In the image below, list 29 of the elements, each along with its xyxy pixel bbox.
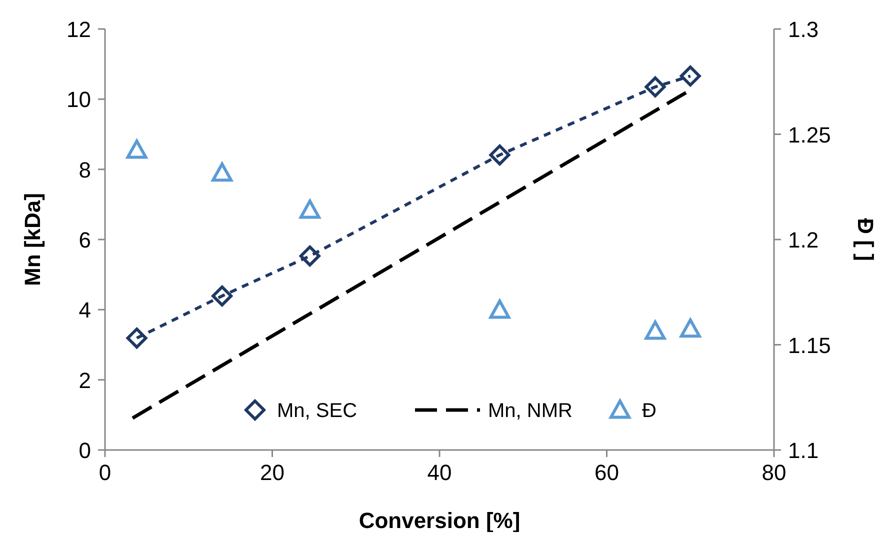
y-tick-label: 0 [78, 438, 91, 463]
point [489, 300, 510, 319]
x-tick-label: 60 [594, 460, 619, 485]
legend-label: Mn, NMR [488, 400, 572, 422]
legend-label: Mn, SEC [277, 400, 358, 422]
legend-label: Đ [642, 400, 656, 422]
point [680, 66, 701, 87]
x-tick-label: 0 [98, 460, 112, 485]
y2-axis-title: Đ [ ] [853, 218, 878, 261]
y-tick-label: 8 [78, 157, 91, 182]
point [644, 320, 666, 340]
y-tick-label: 6 [78, 228, 91, 252]
y2-tick-label: 1.3 [788, 17, 819, 42]
point [299, 200, 320, 219]
x-tick-label: 40 [427, 460, 452, 485]
y-tick-label: 10 [66, 87, 91, 112]
point [126, 140, 148, 159]
y2-tick-label: 1.25 [788, 122, 831, 148]
y-tick-label: 2 [78, 368, 91, 393]
y-tick-label: 4 [78, 298, 91, 323]
x-tick-label: 80 [762, 460, 786, 485]
y2-tick-label: 1.2 [788, 228, 819, 252]
y-axis-title: Mn [kDa] [20, 193, 45, 286]
point [680, 318, 701, 338]
y2-tick-label: 1.1 [788, 438, 819, 463]
y-tick-label: 12 [66, 17, 91, 42]
y2-tick-label: 1.15 [788, 332, 831, 358]
point [212, 162, 233, 182]
x-tick-label: 20 [260, 460, 284, 485]
